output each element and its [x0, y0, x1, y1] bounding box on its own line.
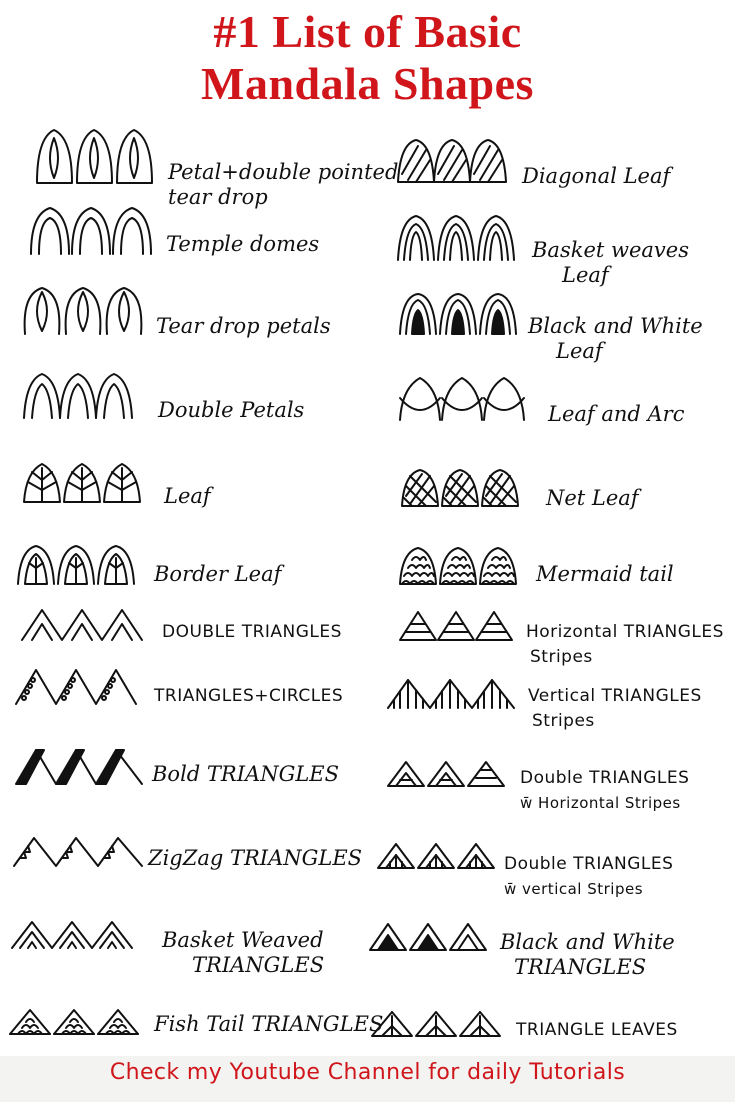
double-triangles-horizontal-stripes-icon — [387, 761, 505, 787]
basket-weaves-leaf-icon — [397, 215, 515, 261]
bold-triangles-icon — [15, 749, 143, 785]
label-double-triangles: DOUBLE TRIANGLES — [162, 622, 342, 642]
label-temple-domes: Temple domes — [166, 232, 320, 256]
page-title-line-1: #1 List of Basic — [213, 6, 522, 57]
label-double-triangles-horizontal-stripes: Double TRIANGLES w̄ Horizontal Stripes — [520, 768, 690, 812]
triangles-circles-icon — [15, 669, 137, 705]
mermaid-tail-icon — [399, 547, 517, 585]
fish-tail-triangles-icon — [9, 1009, 139, 1035]
net-leaf-icon — [401, 469, 519, 507]
label-petal-double-pointed: Petal+double pointed tear drop — [168, 160, 399, 209]
label-basket-weaved-triangles: Basket Weaved TRIANGLES — [162, 928, 325, 977]
label-zigzag-triangles: ZigZag TRIANGLES — [148, 846, 363, 870]
label-border-leaf: Border Leaf — [154, 562, 282, 586]
leaf-and-arc-icon — [399, 377, 525, 421]
label-horizontal-triangles-stripes: Horizontal TRIANGLES Stripes — [526, 622, 724, 667]
label-leaf: Leaf — [164, 484, 211, 508]
leaf-icon — [23, 463, 141, 503]
border-leaf-icon — [17, 545, 135, 585]
temple-domes-icon — [30, 207, 152, 255]
label-mermaid-tail: Mermaid tail — [536, 562, 674, 586]
black-white-leaf-icon — [399, 293, 517, 335]
tear-drop-petals-icon — [23, 287, 143, 335]
label-double-petals: Double Petals — [158, 398, 305, 422]
diagonal-leaf-icon — [397, 139, 507, 183]
label-leaf-and-arc: Leaf and Arc — [548, 402, 685, 426]
vertical-triangles-stripes-icon — [387, 679, 515, 709]
petal-double-pointed-tear-drop-icon — [36, 129, 153, 184]
footer-text: Check my Youtube Channel for daily Tutor… — [109, 1060, 626, 1085]
label-net-leaf: Net Leaf — [546, 486, 639, 510]
horizontal-triangles-stripes-icon — [399, 611, 513, 641]
triangle-leaves-icon — [371, 1011, 501, 1037]
label-triangle-leaves: TRIANGLE LEAVES — [516, 1020, 678, 1040]
zigzag-triangles-icon — [13, 837, 143, 867]
label-fish-tail-triangles: Fish Tail TRIANGLES — [154, 1012, 384, 1036]
double-triangles-vertical-stripes-icon — [377, 843, 495, 869]
label-triangles-circles: TRIANGLES+CIRCLES — [154, 686, 344, 706]
basket-weaved-triangles-icon — [11, 921, 133, 949]
label-bold-triangles: Bold TRIANGLES — [152, 762, 340, 786]
label-double-triangles-vertical-stripes: Double TRIANGLES w̄ vertical Stripes — [504, 854, 674, 898]
label-black-white-leaf: Black and White Leaf — [528, 314, 703, 363]
double-triangles-icon — [21, 609, 143, 641]
label-diagonal-leaf: Diagonal Leaf — [522, 164, 671, 188]
label-basket-weaves-leaf: Basket weaves Leaf — [532, 238, 689, 287]
label-black-white-triangles: Black and White TRIANGLES — [500, 930, 675, 979]
footer-banner: Check my Youtube Channel for daily Tutor… — [0, 1056, 735, 1102]
double-petals-icon — [23, 373, 133, 419]
label-tear-drop-petals: Tear drop petals — [156, 314, 331, 338]
label-vertical-triangles-stripes: Vertical TRIANGLES Stripes — [528, 686, 702, 731]
page-title-line-2: Mandala Shapes — [201, 58, 534, 109]
black-white-triangles-icon — [369, 923, 487, 951]
